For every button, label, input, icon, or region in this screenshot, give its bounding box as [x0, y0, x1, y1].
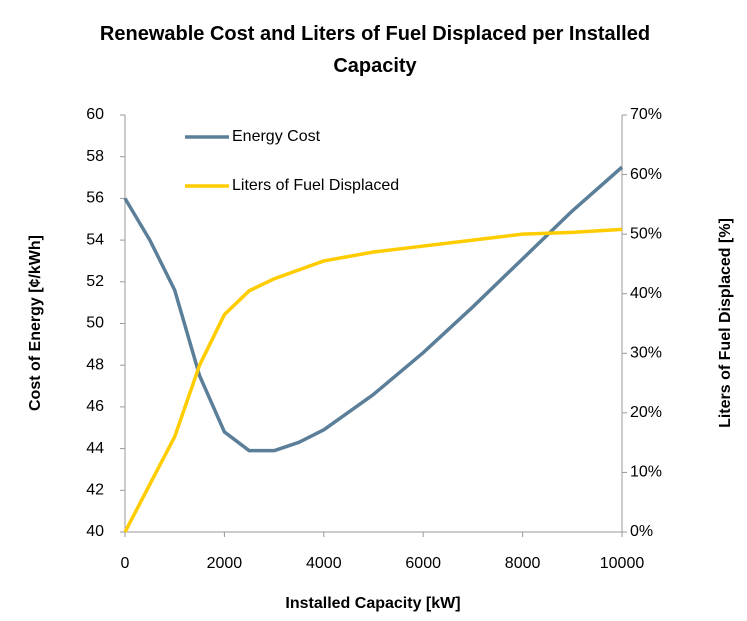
- y-tick-label: 44: [86, 440, 104, 457]
- x-tick-label: 6000: [405, 555, 441, 572]
- y2-tick-label: 60%: [630, 166, 662, 183]
- legend-label: Liters of Fuel Displaced: [232, 177, 399, 194]
- x-tick-label: 10000: [600, 555, 645, 572]
- y2-tick-label: 20%: [630, 404, 662, 421]
- y-tick-label: 42: [86, 482, 104, 499]
- line-series: [123, 165, 624, 453]
- y2-tick-label: 30%: [630, 345, 662, 362]
- y2-axis-title: Liters of Fuel Displaced [%]: [717, 218, 734, 428]
- y-tick-label: 54: [86, 231, 104, 248]
- line-series: [123, 227, 623, 533]
- y2-tick-label: 70%: [630, 106, 662, 123]
- chart-title: Renewable Cost and Liters of Fuel Displa…: [99, 23, 651, 77]
- y-tick-label: 46: [86, 398, 104, 415]
- y-tick-label: 56: [86, 190, 104, 207]
- y-tick-label: 52: [86, 273, 104, 290]
- y2-tick-label: 50%: [630, 225, 662, 242]
- x-tick-label: 2000: [207, 555, 243, 572]
- legend-label: Energy Cost: [232, 128, 321, 145]
- y-tick-label: 48: [86, 356, 104, 373]
- y-tick-label: 60: [86, 106, 104, 123]
- y2-tick-label: 10%: [630, 464, 662, 481]
- y-tick-label: 58: [86, 148, 104, 165]
- y2-tick-label: 0%: [630, 523, 653, 540]
- x-tick-label: 0: [121, 555, 130, 572]
- y2-tick-label: 40%: [630, 285, 662, 302]
- x-tick-label: 8000: [505, 555, 541, 572]
- y-axis-title: Cost of Energy [¢/kWh]: [27, 235, 44, 411]
- y-tick-label: 50: [86, 315, 104, 332]
- x-axis-title: Installed Capacity [kW]: [285, 595, 460, 612]
- x-tick-label: 4000: [306, 555, 342, 572]
- y-tick-label: 40: [86, 523, 104, 540]
